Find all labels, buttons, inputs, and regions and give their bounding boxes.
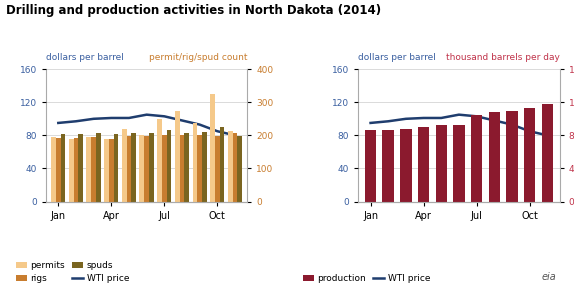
- Bar: [210, 94, 215, 202]
- Bar: [506, 111, 518, 202]
- Text: dollars per barrel: dollars per barrel: [358, 54, 436, 62]
- Bar: [238, 136, 242, 202]
- Bar: [192, 123, 197, 202]
- Bar: [109, 139, 114, 202]
- Bar: [453, 125, 465, 202]
- Bar: [541, 104, 553, 202]
- Bar: [56, 138, 61, 202]
- Bar: [157, 119, 162, 202]
- Bar: [418, 127, 429, 202]
- Bar: [139, 135, 144, 202]
- Bar: [61, 134, 65, 202]
- Bar: [144, 136, 149, 202]
- Bar: [87, 137, 91, 202]
- Text: dollars per barrel: dollars per barrel: [46, 54, 124, 62]
- Bar: [162, 135, 166, 202]
- Bar: [202, 132, 207, 202]
- Bar: [96, 133, 101, 202]
- Bar: [488, 112, 500, 202]
- Bar: [69, 139, 73, 202]
- Bar: [73, 138, 78, 202]
- Bar: [149, 133, 154, 202]
- Bar: [382, 130, 394, 202]
- Bar: [127, 136, 131, 202]
- Bar: [114, 134, 118, 202]
- Bar: [365, 130, 377, 202]
- Bar: [180, 135, 184, 202]
- Bar: [228, 131, 232, 202]
- Bar: [122, 129, 127, 202]
- Bar: [184, 133, 189, 202]
- Bar: [197, 135, 202, 202]
- Bar: [78, 134, 83, 202]
- Bar: [400, 129, 412, 202]
- Bar: [220, 127, 224, 202]
- Bar: [166, 130, 172, 202]
- Bar: [524, 108, 536, 202]
- Bar: [104, 139, 109, 202]
- Bar: [232, 133, 238, 202]
- Text: thousand barrels per day: thousand barrels per day: [446, 54, 560, 62]
- Bar: [215, 136, 220, 202]
- Text: eia: eia: [542, 272, 557, 282]
- Bar: [471, 115, 482, 202]
- Legend: production, WTI price: production, WTI price: [303, 274, 430, 283]
- Bar: [175, 111, 180, 202]
- Bar: [131, 133, 136, 202]
- Text: Drilling and production activities in North Dakota (2014): Drilling and production activities in No…: [6, 4, 381, 17]
- Text: permit/rig/spud count: permit/rig/spud count: [149, 54, 247, 62]
- Legend: permits, rigs, spuds, WTI price: permits, rigs, spuds, WTI price: [16, 261, 129, 283]
- Bar: [51, 137, 56, 202]
- Bar: [91, 137, 96, 202]
- Bar: [436, 126, 447, 202]
